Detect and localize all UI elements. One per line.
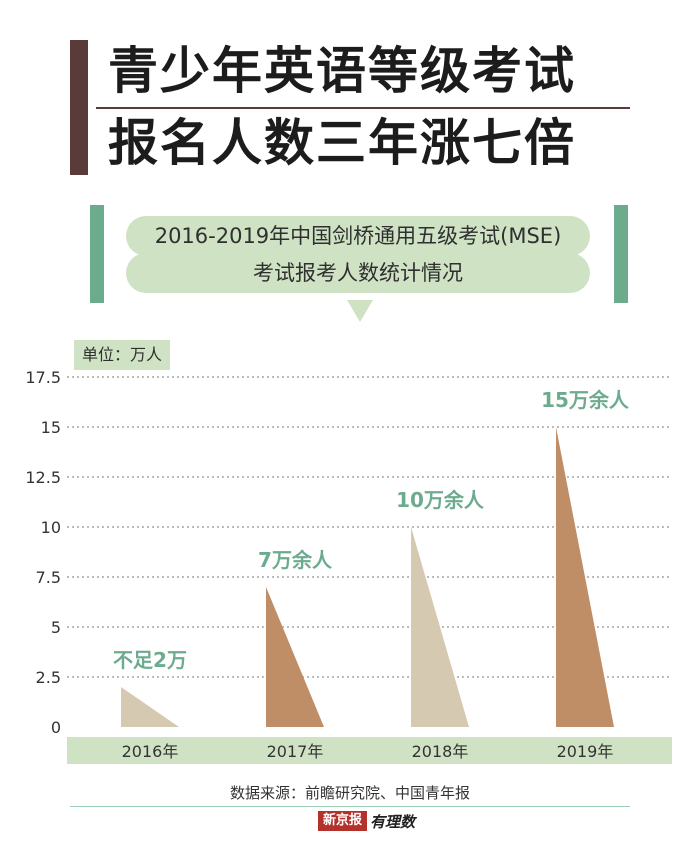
y-tick-label: 15 <box>41 418 61 437</box>
page-title-line2: 报名人数三年涨七倍 <box>108 114 576 172</box>
left-bracket <box>90 205 124 303</box>
logo-main: 新京报 <box>318 811 368 831</box>
x-tick-label: 2018年 <box>412 742 469 761</box>
page-title-line1: 青少年英语等级考试 <box>108 42 576 100</box>
y-tick-label: 0 <box>51 718 61 737</box>
data-label: 15万余人 <box>541 388 630 412</box>
y-tick-label: 17.5 <box>25 368 61 387</box>
logo-tail: 有理数 <box>370 812 416 831</box>
unit-label: 单位：万人 <box>74 340 171 370</box>
bar <box>556 427 614 727</box>
right-bracket <box>594 205 628 303</box>
bar <box>266 587 324 727</box>
y-tick-label: 2.5 <box>36 668 61 687</box>
subtitle-line2: 考试报考人数统计情况 <box>126 253 590 293</box>
x-tick-label: 2017年 <box>267 742 324 761</box>
source-note: 数据来源：前瞻研究院、中国青年报 <box>229 784 470 802</box>
subtitle-pointer <box>347 300 373 322</box>
subtitle-line1: 2016-2019年中国剑桥通用五级考试(MSE) <box>126 216 590 256</box>
publisher-logo: 新京报 有理数 <box>318 811 415 831</box>
x-tick-label: 2016年 <box>122 742 179 761</box>
data-label: 10万余人 <box>396 488 485 512</box>
title-accent-bar <box>70 40 88 175</box>
x-axis-band <box>67 737 672 764</box>
y-tick-label: 12.5 <box>25 468 61 487</box>
y-tick-label: 5 <box>51 618 61 637</box>
bar <box>121 687 179 727</box>
x-tick-label: 2019年 <box>557 742 614 761</box>
bar-chart: 0 2.5 5 7.5 10 12.5 15 17.5 不足2万 2016年 7万余人 2017年 10… <box>25 368 672 764</box>
data-label: 不足2万 <box>113 648 187 672</box>
y-tick-label: 7.5 <box>36 568 61 587</box>
y-tick-label: 10 <box>41 518 61 537</box>
footer-divider <box>70 806 630 807</box>
data-label: 7万余人 <box>258 548 333 572</box>
bar <box>411 527 469 727</box>
title-divider <box>96 107 630 109</box>
